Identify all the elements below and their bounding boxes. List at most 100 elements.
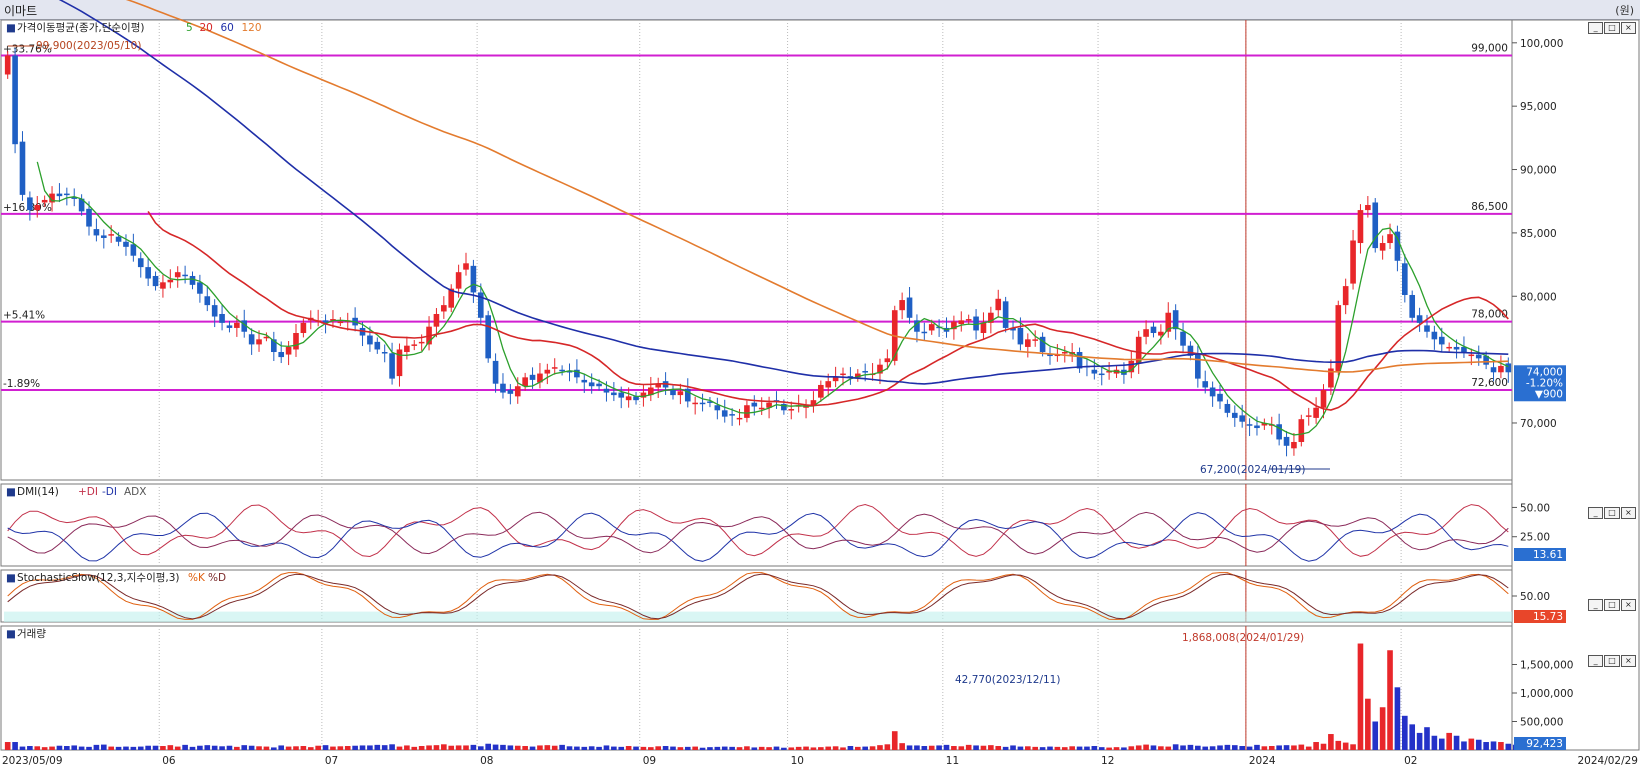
volume-bar <box>899 743 905 750</box>
volume-bar <box>1143 744 1149 750</box>
volume-bar <box>1158 746 1164 750</box>
volume-bar <box>1209 746 1216 750</box>
minimize-icon[interactable]: _ <box>1588 655 1604 667</box>
volume-bar <box>189 746 196 750</box>
volume-bar <box>100 744 107 750</box>
volume-bar <box>307 747 314 750</box>
volume-bar <box>1254 744 1260 750</box>
candle-body <box>115 236 122 242</box>
candle-body <box>670 390 676 396</box>
restore-icon[interactable]: □ <box>1604 655 1620 667</box>
volume-bar <box>1365 698 1371 750</box>
volume-bar <box>174 746 181 750</box>
candle-body <box>285 346 292 355</box>
dmi-tick-label: 50.00 <box>1520 502 1550 514</box>
close-icon[interactable]: × <box>1620 507 1636 519</box>
minimize-icon[interactable]: _ <box>1588 507 1604 519</box>
volume-bar <box>19 746 26 750</box>
candle-body <box>818 384 824 398</box>
volume-bar <box>1002 746 1009 750</box>
volume-bar <box>1135 745 1142 750</box>
volume-bar <box>1069 746 1075 750</box>
candle-body <box>566 371 573 373</box>
volume-bar <box>1291 745 1297 750</box>
candle-body <box>41 199 48 203</box>
close-icon[interactable]: × <box>1620 22 1636 34</box>
stoch-panel-controls[interactable]: _ □ × <box>1588 599 1636 611</box>
candle-body <box>1106 371 1112 373</box>
candle-body <box>1394 231 1401 261</box>
candle-body <box>1076 352 1083 369</box>
volume-bar <box>160 746 166 750</box>
volume-bar <box>766 747 772 750</box>
stoch-d-line <box>7 573 1509 620</box>
volume-panel-controls[interactable]: _ □ × <box>1588 655 1636 667</box>
volume-bar <box>1305 746 1312 750</box>
volume-bar <box>869 746 876 750</box>
candle-body <box>832 377 839 382</box>
volume-bar <box>1084 746 1090 750</box>
minimize-icon[interactable]: _ <box>1588 22 1604 34</box>
candle-body <box>736 417 743 420</box>
volume-bar <box>211 745 218 750</box>
volume-bar <box>603 745 610 750</box>
last-change-label: ▼900 <box>1535 388 1563 400</box>
volume-bar <box>315 745 321 750</box>
volume-bar <box>1283 745 1290 750</box>
volume-current-box <box>1514 737 1566 750</box>
candle-body <box>1402 263 1408 295</box>
candle-body <box>78 198 85 212</box>
volume-legend-icon: ■ <box>6 628 16 640</box>
candle-body <box>455 272 462 289</box>
restore-icon[interactable]: □ <box>1604 22 1620 34</box>
candle-body <box>12 55 18 145</box>
volume-bar <box>588 746 595 750</box>
candle-body <box>1158 331 1164 336</box>
volume-bar <box>234 746 240 750</box>
volume-bar <box>441 744 447 750</box>
close-icon[interactable]: × <box>1620 655 1636 667</box>
candle-body <box>1468 354 1475 357</box>
dmi-panel-controls[interactable]: _ □ × <box>1588 507 1636 519</box>
volume-bar <box>1106 747 1112 750</box>
volume-bar <box>795 746 802 750</box>
candle-body <box>862 371 868 373</box>
candle-body <box>603 388 610 393</box>
volume-bar <box>1113 747 1120 750</box>
close-icon[interactable]: × <box>1620 599 1636 611</box>
volume-bar <box>1202 746 1209 750</box>
restore-icon[interactable]: □ <box>1604 507 1620 519</box>
volume-bar <box>1431 735 1438 750</box>
volume-bar <box>773 746 780 750</box>
price-tick-label: 90,000 <box>1520 165 1557 177</box>
candle-body <box>381 352 388 354</box>
price-unit-label: (원) <box>1615 4 1634 17</box>
volume-bar <box>803 746 809 750</box>
volume-tick-label: 1,500,000 <box>1520 660 1573 672</box>
volume-bar <box>596 746 602 750</box>
volume-bar <box>1438 738 1445 750</box>
volume-bar <box>936 745 942 750</box>
volume-bar <box>271 747 277 750</box>
volume-bar <box>744 746 750 750</box>
minimize-icon[interactable]: _ <box>1588 599 1604 611</box>
volume-bar <box>1394 687 1401 750</box>
candle-body <box>160 282 166 289</box>
x-axis-label: 2023/05/09 <box>2 755 63 767</box>
candle-body <box>684 388 691 402</box>
restore-icon[interactable]: □ <box>1604 599 1620 611</box>
candle-body <box>1453 346 1460 350</box>
candle-body <box>1239 415 1245 422</box>
volume-bar <box>300 746 307 750</box>
candle-body <box>559 369 565 372</box>
volume-bar <box>1416 732 1423 750</box>
candle-body <box>692 402 698 405</box>
volume-bar <box>684 746 691 750</box>
candle-body <box>877 364 883 374</box>
candle-body <box>271 339 277 353</box>
stoch-legend-d: %D <box>208 572 226 584</box>
volume-bar <box>1098 747 1105 750</box>
volume-bar <box>574 746 580 750</box>
price-panel-controls[interactable]: _ □ × <box>1588 22 1636 34</box>
